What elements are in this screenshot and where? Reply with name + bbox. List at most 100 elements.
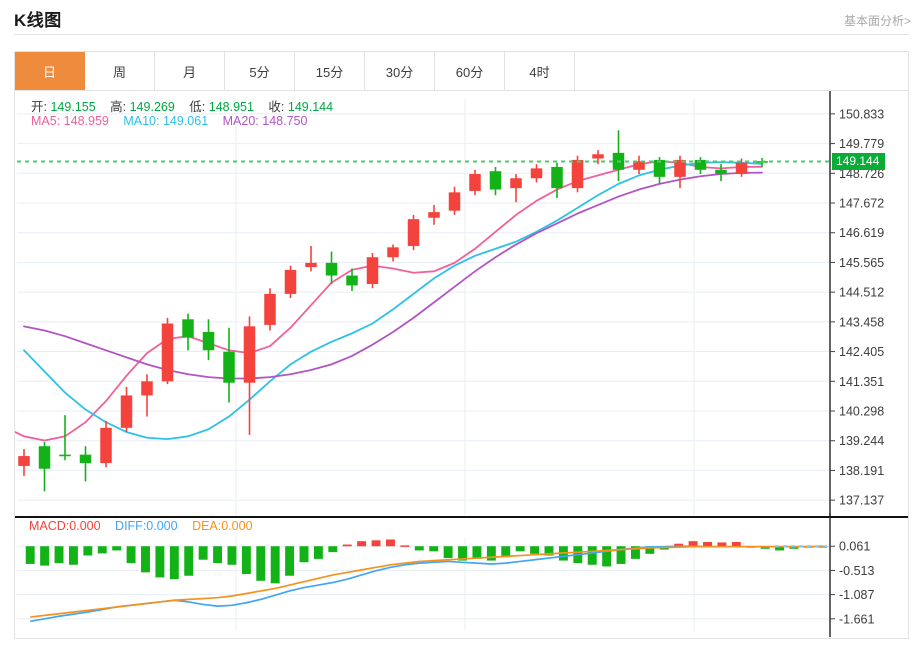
candle-body — [387, 247, 399, 258]
tab-15分[interactable]: 15分 — [295, 52, 365, 90]
price-axis-label: 137.137 — [839, 494, 884, 508]
macd-histogram-bar — [602, 546, 612, 567]
macd-histogram-bar — [443, 546, 453, 559]
candle-body — [715, 169, 727, 175]
candle — [694, 157, 707, 175]
candle — [715, 164, 727, 182]
candle-body — [510, 178, 522, 189]
macd-histogram-bar — [400, 545, 410, 547]
tab-月[interactable]: 月 — [155, 52, 225, 90]
candle-body — [592, 154, 604, 159]
candle — [510, 174, 522, 203]
chart-container[interactable]: 150.833 149.779 148.726 147.672 146.619 145.5… — [14, 91, 909, 639]
macd-histogram-bar — [429, 546, 439, 552]
price-axis-label: 140.298 — [839, 404, 884, 418]
macd-histogram-bar — [501, 546, 511, 558]
price-axis-label: 150.833 — [839, 107, 884, 121]
tab-4时[interactable]: 4时 — [505, 52, 575, 90]
candle-body — [223, 351, 235, 383]
candle-body — [489, 171, 502, 190]
candle — [59, 415, 71, 461]
candle-body — [305, 262, 317, 268]
macd-histogram-bar — [313, 546, 323, 559]
macd-histogram-bar — [328, 546, 338, 553]
candle-body — [79, 454, 92, 464]
candle — [592, 150, 604, 165]
ma-line-ma20 — [23, 171, 763, 380]
candle-body — [38, 446, 51, 469]
candle — [387, 244, 399, 262]
macd-histogram-bar — [530, 546, 540, 554]
candle — [141, 374, 153, 417]
macd-histogram-bar — [587, 546, 597, 565]
candle — [366, 252, 379, 289]
candle — [735, 158, 748, 177]
tab-周[interactable]: 周 — [85, 52, 155, 90]
macd-axis-label: -1.087 — [839, 588, 874, 602]
tab-5分[interactable]: 5分 — [225, 52, 295, 90]
price-axis-label: 149.779 — [839, 137, 884, 151]
macd-histogram-bar — [40, 546, 50, 566]
macd-axis-label: 0.061 — [839, 540, 870, 554]
timeframe-tabbar: 日周月 5分 15分 30分 60分 4时 — [14, 51, 909, 91]
candle-body — [633, 161, 645, 170]
macd-histogram-bar — [184, 546, 194, 576]
candle — [120, 386, 133, 433]
price-axis-label: 145.565 — [839, 256, 884, 270]
candle-body — [674, 159, 686, 177]
candle — [202, 319, 215, 361]
candle-body — [182, 319, 194, 338]
candle — [325, 251, 338, 285]
candle-body — [653, 159, 666, 177]
candle-body — [428, 212, 440, 218]
candle-body — [243, 326, 256, 383]
candle — [161, 317, 174, 385]
candle — [551, 162, 563, 198]
macd-histogram-bar — [83, 546, 93, 556]
tab-30分[interactable]: 30分 — [365, 52, 435, 90]
candle — [18, 449, 30, 476]
candle — [428, 205, 440, 225]
macd-histogram-bar — [544, 546, 554, 556]
candle — [223, 327, 235, 403]
candle-body — [551, 166, 563, 189]
macd-histogram-bar — [112, 546, 122, 551]
candle-body — [530, 168, 543, 179]
candle-body — [366, 257, 379, 285]
chart-plot-area[interactable]: 150.833 149.779 148.726 147.672 146.619 145.5… — [15, 91, 908, 637]
candle — [79, 446, 92, 482]
macd-histogram-bar — [270, 546, 280, 584]
price-axis-label: 143.458 — [839, 315, 884, 329]
candle-body — [571, 159, 584, 189]
macd-histogram-bar — [645, 546, 655, 554]
candle-body — [694, 159, 707, 170]
tab-60分[interactable]: 60分 — [435, 52, 505, 90]
macd-histogram-bar — [25, 546, 35, 564]
macd-histogram-bar — [486, 546, 496, 561]
header-divider — [14, 34, 909, 35]
candle — [100, 420, 112, 468]
candle-body — [735, 162, 748, 175]
fundamental-analysis-link[interactable]: 基本面分析> — [843, 14, 911, 28]
macd-histogram-bar — [169, 546, 179, 580]
candlestick-macd-svg[interactable]: 150.833 149.779 148.726 147.672 146.619 145.5… — [15, 91, 908, 637]
candle-body — [325, 262, 338, 276]
candle-body — [264, 293, 276, 325]
macd-histogram-bar — [342, 544, 352, 547]
candle — [633, 155, 645, 175]
macd-histogram-bar — [688, 541, 698, 547]
candle — [489, 166, 502, 196]
macd-histogram-bar — [703, 542, 712, 547]
macd-histogram-bar — [299, 546, 309, 563]
candle — [469, 169, 481, 196]
candle — [182, 313, 194, 351]
price-axis-label: 146.619 — [839, 226, 884, 240]
macd-histogram-bar — [386, 539, 395, 547]
macd-histogram-bar — [731, 542, 741, 547]
page-title: K线图 — [14, 11, 62, 30]
tab-日[interactable]: 日 — [15, 52, 85, 90]
macd-axis-label: -1.661 — [839, 612, 874, 626]
macd-line-dea — [30, 545, 823, 618]
macd-histogram-bar — [515, 546, 525, 552]
